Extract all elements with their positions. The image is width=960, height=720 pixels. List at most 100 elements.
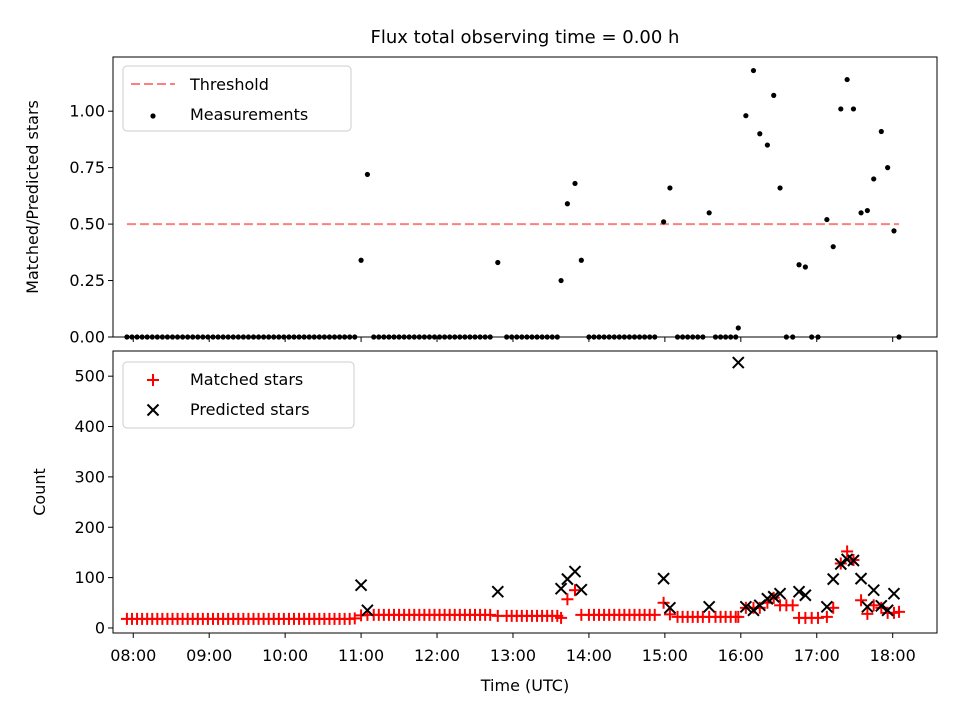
matched-star-point <box>663 608 676 621</box>
x-tick-label: 16:00 <box>718 646 764 665</box>
matched-star-point <box>855 594 868 607</box>
x-tick-label: 18:00 <box>870 646 916 665</box>
top-y-axis-label: Matched/Predicted stars <box>23 100 42 294</box>
legend-predicted-label: Predicted stars <box>190 400 310 419</box>
x-tick-label: 08:00 <box>110 646 156 665</box>
top-axes-frame <box>112 56 938 338</box>
matched-star-point <box>348 612 361 625</box>
legend-predicted-marker <box>146 403 160 417</box>
predicted-star-point <box>854 572 868 585</box>
measurement-point <box>885 165 891 171</box>
predicted-star-point <box>881 604 894 617</box>
measurement-point <box>858 210 864 216</box>
measurement-point <box>661 219 667 225</box>
measurement-point <box>564 201 571 207</box>
measurement-point <box>871 176 877 182</box>
x-tick-label: 10:00 <box>262 646 308 665</box>
top-y-tick-label: 0.75 <box>69 158 105 177</box>
matched-star-point <box>561 593 574 606</box>
top-legend-box <box>122 65 352 132</box>
bottom-y-tick-label: 300 <box>74 467 105 486</box>
legend-threshold-label: Threshold <box>189 75 269 94</box>
matched-star-point <box>568 584 581 597</box>
legend-measurements-swatch <box>150 113 156 119</box>
x-tick-label: 13:00 <box>490 646 536 665</box>
predicted-star-point <box>767 590 780 603</box>
measurement-point <box>764 142 770 148</box>
bottom-y-tick-label: 100 <box>74 568 105 587</box>
measurement-point <box>864 207 870 214</box>
matched-star-point <box>657 596 670 609</box>
bottom-axes-frame <box>112 350 938 634</box>
predicted-star-point <box>792 585 806 598</box>
matched-star-point <box>841 545 854 558</box>
measurement-point <box>578 257 584 263</box>
measurement-point <box>558 277 564 284</box>
chart-title: Flux total observing time = 0.00 h <box>371 27 680 48</box>
predicted-star-point <box>867 583 880 597</box>
measurement-point <box>364 171 371 178</box>
legend-matched-swatch <box>147 374 159 386</box>
predicted-star-point <box>491 585 504 598</box>
predicted-star-point <box>575 583 588 596</box>
x-axis-label: Time (UTC) <box>480 676 569 695</box>
predicted-star-point <box>657 572 670 585</box>
measurement-point <box>830 244 836 250</box>
top-y-ticks: 0.00 0.25 0.50 0.75 1.00 <box>69 102 113 347</box>
bottom-y-tick-label: 400 <box>74 417 105 436</box>
measurement-point <box>757 131 763 137</box>
predicted-star-point <box>875 599 888 613</box>
bottom-y-axis-label: Count <box>30 468 49 516</box>
top-y-tick-label: 0.25 <box>69 271 105 290</box>
bottom-predicted-layer <box>354 356 901 617</box>
bottom-y-ticks: 0 100 200 300 400 500 <box>74 367 113 637</box>
predicted-star-point <box>663 601 677 615</box>
x-tick-label: 15:00 <box>642 646 688 665</box>
measurement-point <box>878 128 884 135</box>
predicted-star-point <box>702 600 716 614</box>
legend-matched-marker <box>147 374 159 386</box>
bottom-panel: 0 100 200 300 400 500 08:00 09:00 10:00 11:00 12:… <box>30 350 938 695</box>
measurement-point <box>572 180 578 187</box>
predicted-star-point <box>847 554 860 567</box>
x-tick-label: 17:00 <box>794 646 840 665</box>
measurement-point <box>358 257 364 263</box>
matched-star-point <box>820 610 833 623</box>
predicted-star-point <box>799 589 812 602</box>
bottom-y-tick-label: 500 <box>74 367 105 386</box>
measurement-point <box>743 113 749 119</box>
x-tick-label: 12:00 <box>414 646 460 665</box>
measurement-point <box>844 76 850 83</box>
matched-star-point <box>893 605 906 618</box>
predicted-star-point <box>887 587 901 600</box>
bottom-legend: Matched stars Predicted stars <box>122 361 355 429</box>
measurement-point <box>824 216 830 223</box>
measurement-point <box>796 262 802 268</box>
predicted-star-point <box>554 582 568 595</box>
x-tick-label: 09:00 <box>186 646 232 665</box>
predicted-star-point <box>568 565 582 578</box>
predicted-star-point <box>354 578 368 592</box>
x-tick-label: 11:00 <box>338 646 384 665</box>
measurement-point <box>850 106 857 112</box>
predicted-star-point <box>861 600 874 614</box>
predicted-star-point <box>827 572 840 586</box>
matched-star-point <box>648 608 661 621</box>
predicted-star-point <box>773 587 787 600</box>
bottom-y-tick-label: 0 <box>95 618 105 637</box>
matched-star-point <box>555 611 568 624</box>
predicted-star-point <box>739 600 753 614</box>
measurement-point <box>750 67 757 74</box>
measurement-point <box>838 106 844 112</box>
measurement-point <box>667 185 673 191</box>
measurement-point <box>706 210 712 216</box>
measurement-point <box>771 92 777 98</box>
measurement-point <box>891 228 897 234</box>
bottom-legend-box <box>122 361 355 429</box>
bottom-matched-layer <box>120 545 906 625</box>
legend-predicted-swatch <box>146 403 160 417</box>
legend-measurements-label: Measurements <box>190 105 308 124</box>
predicted-star-point <box>361 604 374 617</box>
bottom-y-tick-label: 200 <box>74 518 105 537</box>
